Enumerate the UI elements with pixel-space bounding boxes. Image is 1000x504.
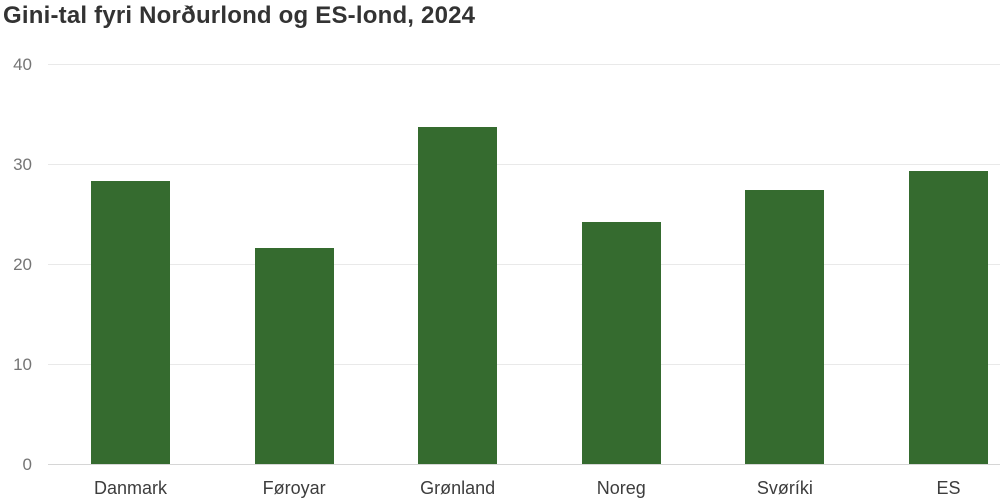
x-tick-label-danmark: Danmark (93, 478, 168, 498)
y-tick-label: 10 (13, 355, 32, 374)
bar-svøríki[interactable] (745, 190, 825, 464)
y-tick-label: 40 (13, 55, 32, 74)
gridline (48, 264, 1000, 265)
gridline (48, 164, 1000, 165)
bar-noreg[interactable] (581, 222, 661, 464)
bar-føroyar[interactable] (254, 248, 334, 464)
x-tick-label-es: ES (936, 478, 961, 498)
y-tick-label: 20 (13, 255, 32, 274)
x-tick-label-føroyar: Føroyar (262, 478, 326, 498)
bar-danmark[interactable] (91, 181, 170, 464)
x-tick-label-grønland: Grønland (420, 478, 496, 498)
x-tick-label-svøríki: Svøríki (756, 478, 813, 498)
bar-grønland[interactable] (418, 127, 498, 464)
y-tick-label: 0 (22, 455, 32, 474)
y-tick-label: 30 (13, 155, 32, 174)
chart-title: Gini-tal fyri Norðurlond og ES-lond, 202… (3, 2, 476, 29)
x-axis-line (48, 464, 1000, 465)
gridline (48, 364, 1000, 365)
bar-es[interactable] (909, 171, 988, 464)
x-tick-label-noreg: Noreg (596, 478, 646, 498)
gridline (48, 64, 1000, 65)
